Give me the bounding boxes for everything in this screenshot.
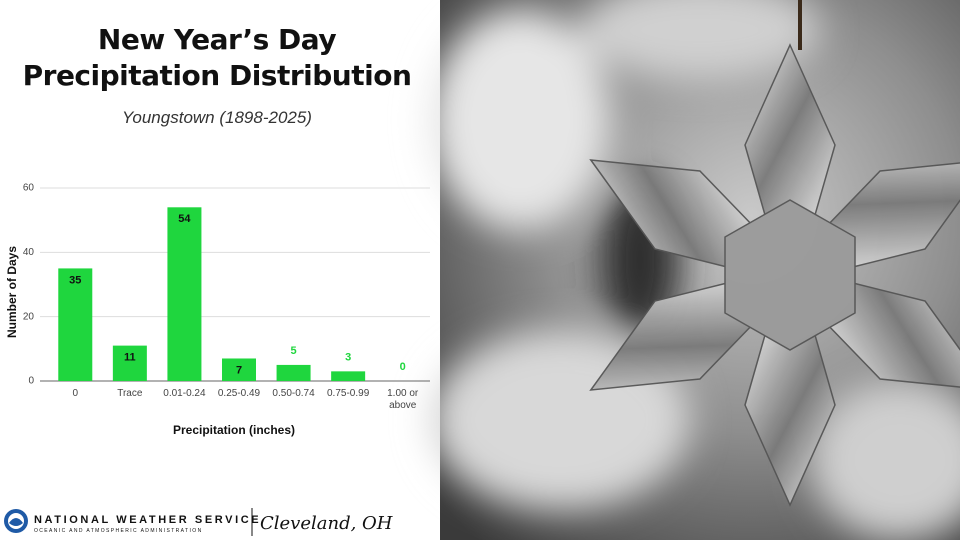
value-label: 54	[178, 213, 191, 225]
x-tick-label: 0	[72, 388, 79, 399]
x-tick-label: 0.01-0.24	[163, 388, 206, 399]
value-label: 0	[400, 361, 406, 373]
nws-logo	[4, 509, 28, 533]
y-tick-label: 20	[23, 311, 35, 322]
bar	[222, 358, 256, 381]
x-tick-label: Trace	[117, 388, 143, 399]
x-tick-label: 0.50-0.74	[272, 388, 315, 399]
bar	[331, 371, 366, 381]
x-tick-label: 0.25-0.49	[217, 388, 261, 399]
chart-title: New Year’s Day Precipitation Distributio…	[22, 23, 412, 92]
agency-subtitle: OCEANIC AND ATMOSPHERIC ADMINISTRATION	[34, 528, 203, 534]
value-label: 3	[345, 351, 351, 363]
y-axis-label: Number of Days	[5, 246, 19, 338]
bar	[167, 207, 202, 381]
y-tick-label: 40	[23, 247, 35, 258]
value-label: 35	[69, 274, 81, 286]
bar	[276, 364, 311, 381]
value-label: 5	[291, 345, 297, 357]
value-label: 7	[236, 364, 242, 376]
bar	[58, 268, 93, 381]
y-tick-label: 60	[23, 183, 35, 194]
y-tick-label: 0	[28, 376, 34, 387]
x-tick-label: 1.00 or above	[387, 388, 419, 411]
bar	[112, 345, 147, 381]
x-tick-label: 0.75-0.99	[327, 388, 370, 399]
x-axis-label: Precipitation (inches)	[173, 423, 295, 437]
office-name: Cleveland, OH	[260, 513, 393, 534]
chart-subtitle: Youngstown (1898-2025)	[122, 108, 312, 127]
agency-name: NATIONAL WEATHER SERVICE	[34, 514, 262, 526]
value-label: 11	[124, 352, 136, 364]
photo	[430, 0, 960, 540]
